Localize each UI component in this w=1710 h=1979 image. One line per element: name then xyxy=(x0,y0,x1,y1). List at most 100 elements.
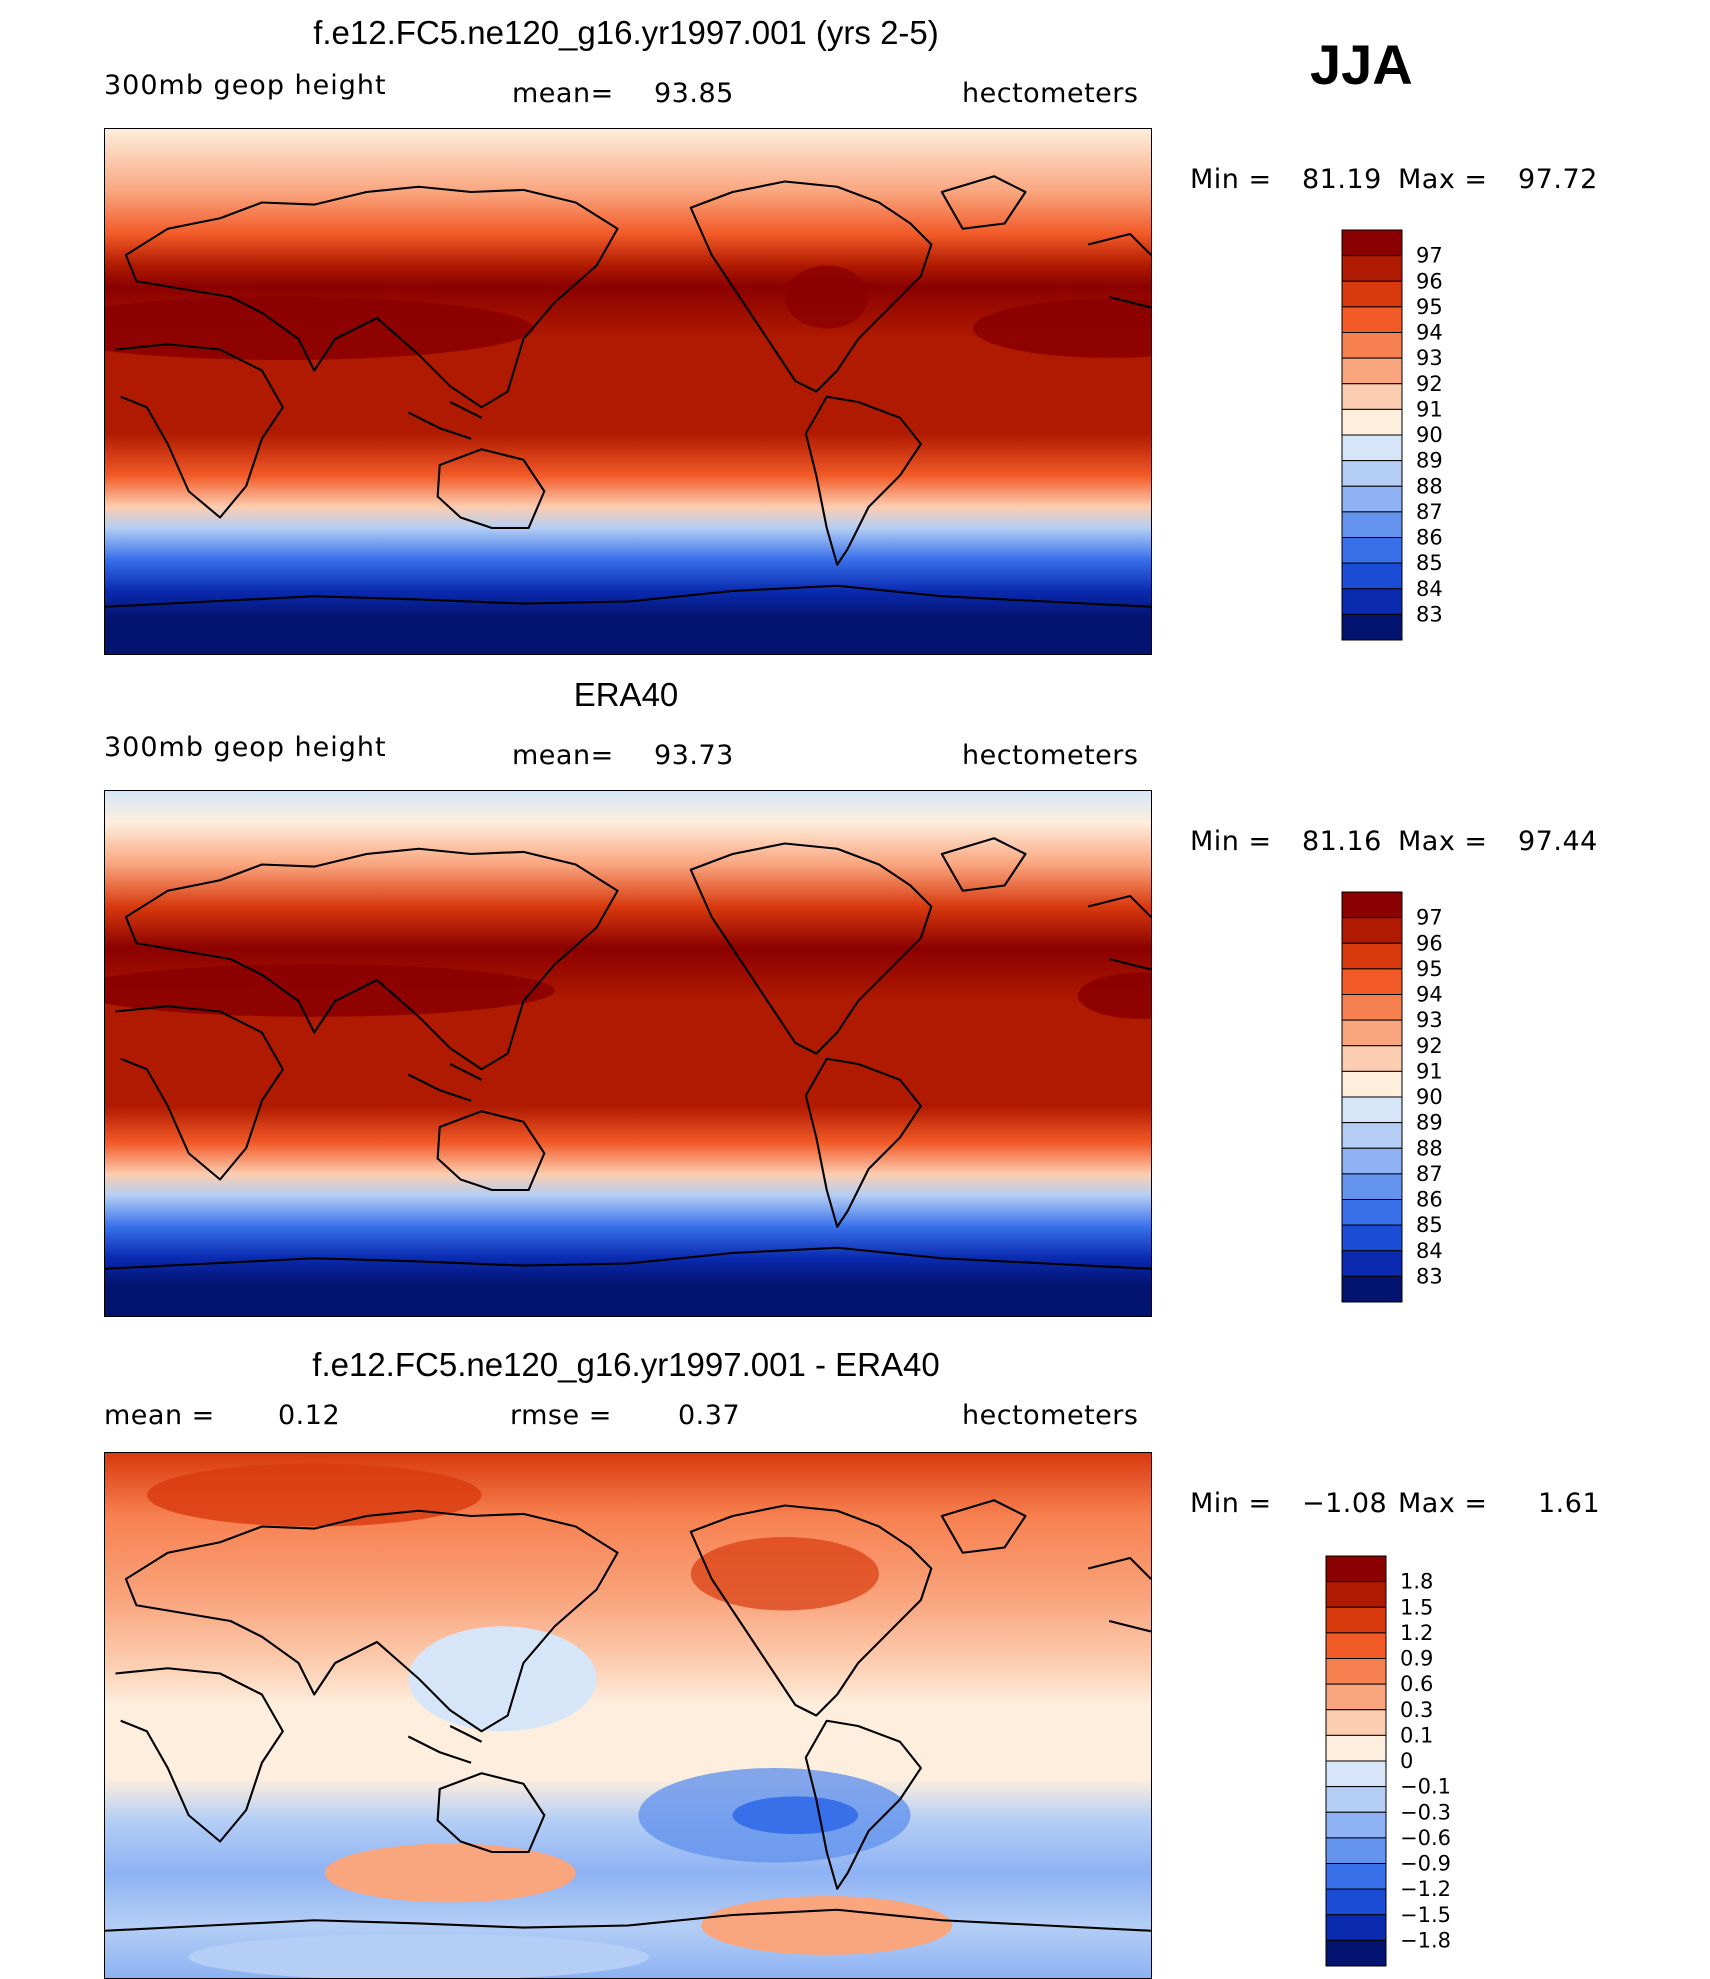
colorbar-tick-label: 91 xyxy=(1416,397,1443,421)
panel-2-mean-label: mean= xyxy=(512,740,614,771)
panel-1-mean-label: mean= xyxy=(512,78,614,109)
colorbar-swatch xyxy=(1341,485,1403,513)
colorbar-swatch xyxy=(1325,1734,1387,1762)
colorbar-tick-label: 84 xyxy=(1416,1239,1443,1263)
colorbar-swatch xyxy=(1325,1914,1387,1941)
colorbar-tick-label: 86 xyxy=(1416,1188,1443,1212)
colorbar-tick-label: −0.3 xyxy=(1400,1800,1451,1824)
colorbar-swatch xyxy=(1325,1606,1387,1634)
colorbar-swatch xyxy=(1341,306,1403,333)
colorbar-tick-label: 0.6 xyxy=(1400,1672,1433,1696)
colorbar-swatch xyxy=(1325,1837,1387,1864)
colorbar-swatch xyxy=(1325,1709,1387,1736)
colorbar-tick-label: 96 xyxy=(1416,931,1443,955)
colorbar-swatch xyxy=(1325,1888,1387,1916)
colorbar-tick-label: 0 xyxy=(1400,1749,1413,1773)
colorbar-swatch xyxy=(1341,460,1403,487)
colorbar-tick-label: −0.9 xyxy=(1400,1852,1451,1876)
colorbar-swatch xyxy=(1341,280,1403,308)
colorbar-tick-label: 83 xyxy=(1416,602,1443,626)
colorbar-swatch xyxy=(1341,613,1403,641)
panel-3-max-value: 1.61 xyxy=(1538,1488,1601,1519)
colorbar-tick-label: 88 xyxy=(1416,474,1443,498)
panel-3-rmse-value: 0.37 xyxy=(678,1400,741,1431)
colorbar-tick-label: −0.1 xyxy=(1400,1775,1451,1799)
panel-1-title: f.e12.FC5.ne120_g16.yr1997.001 (yrs 2-5) xyxy=(313,14,939,51)
colorbar-tick-label: −1.2 xyxy=(1400,1877,1451,1901)
colorbar-tick-label: 0.3 xyxy=(1400,1698,1433,1722)
panel-2-max-value: 97.44 xyxy=(1518,826,1598,857)
colorbar-swatch xyxy=(1325,1632,1387,1659)
colorbar-tick-label: 89 xyxy=(1416,449,1443,473)
colorbar-swatch xyxy=(1325,1658,1387,1685)
colorbar-tick-label: 83 xyxy=(1416,1264,1443,1288)
panel-3-colorbar: 1.81.51.20.90.60.30.10−0.1−0.3−0.6−0.9−1… xyxy=(1325,1555,1451,1967)
colorbar-swatch xyxy=(1341,1275,1403,1303)
colorbar-swatch xyxy=(1341,588,1403,615)
colorbar-tick-label: 1.8 xyxy=(1400,1570,1433,1594)
colorbar-swatch xyxy=(1341,383,1403,410)
panel-3-min-value: −1.08 xyxy=(1302,1488,1388,1519)
colorbar-tick-label: 92 xyxy=(1416,372,1443,396)
panel-1-max-value: 97.72 xyxy=(1518,164,1598,195)
colorbar-swatch xyxy=(1325,1939,1387,1967)
colorbar-swatch xyxy=(1325,1555,1387,1583)
panel-1-units: hectometers xyxy=(962,78,1139,109)
panel-3-max-label: Max = xyxy=(1398,1488,1488,1519)
colorbar-swatch xyxy=(1341,1199,1403,1226)
colorbar-tick-label: 88 xyxy=(1416,1136,1443,1160)
colorbar-swatch xyxy=(1341,1096,1403,1124)
panel-1-variable: 300mb geop height xyxy=(104,70,387,101)
colorbar-tick-label: 97 xyxy=(1416,244,1443,268)
panel-3-min-label: Min = xyxy=(1190,1488,1272,1519)
panel-2-min-label: Min = xyxy=(1190,826,1272,857)
colorbar-tick-label: −0.6 xyxy=(1400,1826,1451,1850)
panel-2-map xyxy=(104,790,1152,1317)
colorbar-swatch xyxy=(1341,511,1403,538)
colorbar-tick-label: 1.5 xyxy=(1400,1595,1433,1619)
panel-2-units: hectometers xyxy=(962,740,1139,771)
panel-1-map xyxy=(104,128,1152,655)
colorbar-tick-label: 90 xyxy=(1416,1085,1443,1109)
colorbar-swatch xyxy=(1325,1683,1387,1711)
colorbar-tick-label: 95 xyxy=(1416,295,1443,319)
colorbar-swatch xyxy=(1341,332,1403,359)
colorbar-swatch xyxy=(1341,968,1403,995)
colorbar-tick-label: −1.8 xyxy=(1400,1928,1451,1952)
colorbar-tick-label: 95 xyxy=(1416,957,1443,981)
colorbar-tick-label: 90 xyxy=(1416,423,1443,447)
colorbar-swatch xyxy=(1341,994,1403,1021)
colorbar-tick-label: 84 xyxy=(1416,577,1443,601)
colorbar-swatch xyxy=(1325,1581,1387,1608)
colorbar-tick-label: 86 xyxy=(1416,526,1443,550)
colorbar-swatch xyxy=(1325,1811,1387,1839)
colorbar-tick-label: 97 xyxy=(1416,906,1443,930)
colorbar-swatch xyxy=(1341,434,1403,462)
panel-2-variable: 300mb geop height xyxy=(104,732,387,763)
colorbar-tick-label: 93 xyxy=(1416,1008,1443,1032)
colorbar-tick-label: 0.1 xyxy=(1400,1723,1433,1747)
colorbar-swatch xyxy=(1325,1786,1387,1813)
season-label: JJA xyxy=(1310,33,1413,96)
colorbar-swatch xyxy=(1325,1863,1387,1890)
colorbar-tick-label: 0.9 xyxy=(1400,1647,1433,1671)
panel-2-min-value: 81.16 xyxy=(1302,826,1382,857)
colorbar-swatch xyxy=(1341,1250,1403,1277)
panel-1-max-label: Max = xyxy=(1398,164,1488,195)
panel-3-title: f.e12.FC5.ne120_g16.yr1997.001 - ERA40 xyxy=(312,1346,940,1383)
colorbar-swatch xyxy=(1341,1122,1403,1149)
colorbar-swatch xyxy=(1341,1224,1403,1252)
colorbar-tick-label: 94 xyxy=(1416,321,1443,345)
colorbar-swatch xyxy=(1341,942,1403,970)
colorbar-swatch xyxy=(1341,357,1403,385)
colorbar-swatch xyxy=(1341,891,1403,919)
colorbar-swatch xyxy=(1341,255,1403,282)
colorbar-tick-label: 91 xyxy=(1416,1059,1443,1083)
panel-1-min-label: Min = xyxy=(1190,164,1272,195)
panel-3-mean-label: mean = xyxy=(104,1400,215,1431)
colorbar-swatch xyxy=(1341,1070,1403,1098)
panel-2-title: ERA40 xyxy=(573,676,679,713)
colorbar-tick-label: 87 xyxy=(1416,1162,1443,1186)
colorbar-swatch xyxy=(1341,1147,1403,1175)
